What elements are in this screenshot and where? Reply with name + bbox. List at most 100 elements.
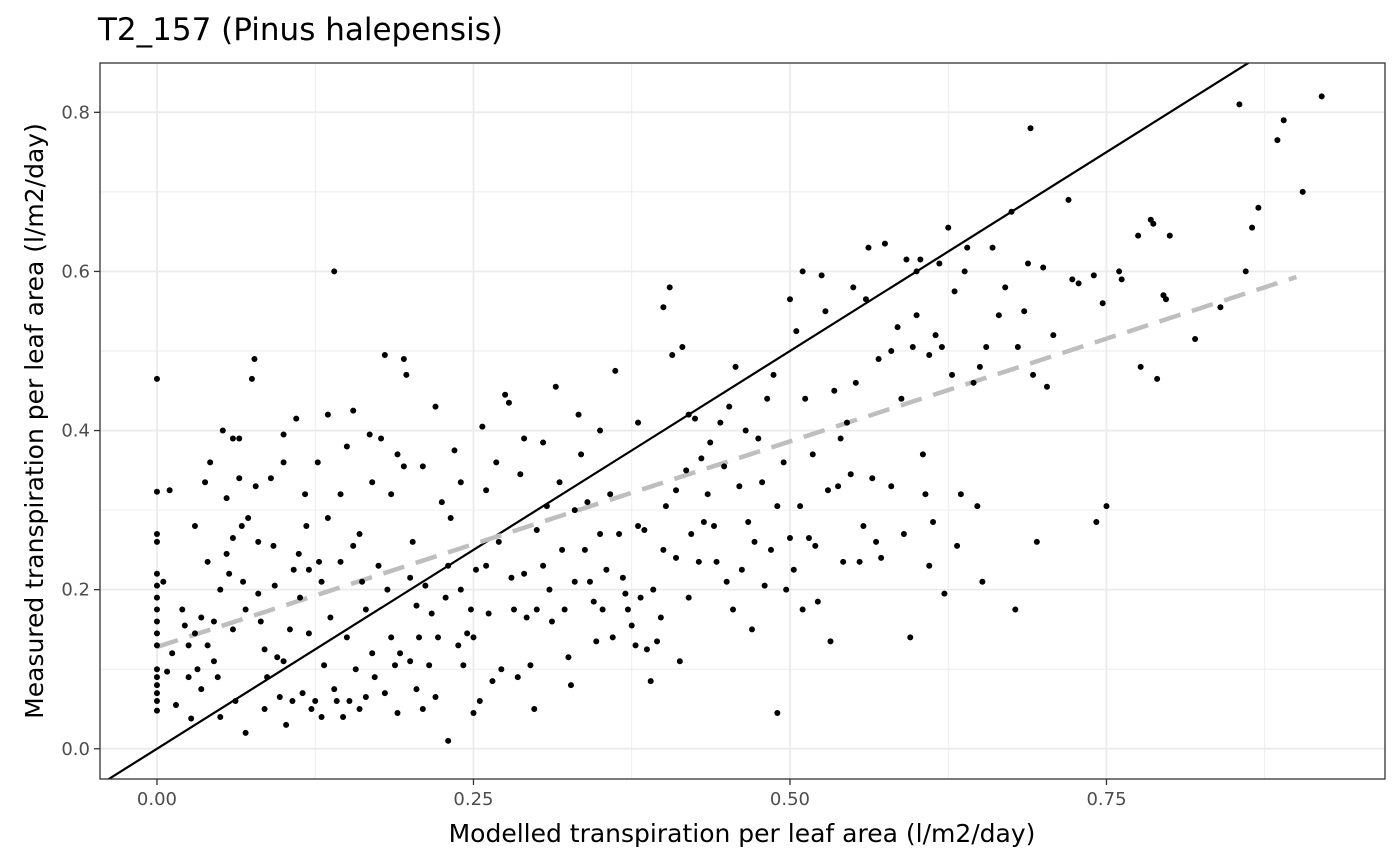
y-tick-label: 0.8 <box>61 102 90 123</box>
data-point <box>949 371 956 378</box>
data-point <box>1090 272 1097 279</box>
data-point <box>622 590 629 597</box>
data-point <box>767 546 774 553</box>
data-point <box>599 606 606 613</box>
data-point <box>1030 371 1037 378</box>
data-point <box>343 443 350 450</box>
data-point <box>153 630 160 637</box>
data-point <box>160 578 167 585</box>
data-point <box>571 578 578 585</box>
data-point <box>643 646 650 653</box>
data-point <box>432 403 439 410</box>
data-point <box>616 530 623 537</box>
data-point <box>153 690 160 697</box>
data-point <box>166 487 173 494</box>
data-point <box>1075 280 1082 287</box>
data-point <box>375 562 382 569</box>
data-point <box>764 395 771 402</box>
data-point <box>559 546 566 553</box>
x-tick-label: 0.00 <box>137 789 177 810</box>
data-point <box>217 586 224 593</box>
data-point <box>489 678 496 685</box>
data-point <box>356 705 363 712</box>
data-point <box>479 423 486 430</box>
data-point <box>565 654 572 661</box>
data-point <box>954 542 961 549</box>
data-point <box>327 614 334 621</box>
data-point <box>688 530 695 537</box>
data-point <box>814 598 821 605</box>
data-point <box>900 530 907 537</box>
data-point <box>903 256 910 263</box>
data-point <box>533 606 540 613</box>
data-point <box>476 698 483 705</box>
data-point <box>426 662 433 669</box>
data-point <box>505 399 512 406</box>
data-point <box>707 439 714 446</box>
data-point <box>464 630 471 637</box>
y-tick-label: 0.4 <box>61 421 90 442</box>
data-point <box>856 558 863 565</box>
data-point <box>822 308 829 315</box>
data-point <box>1021 308 1028 315</box>
data-point <box>695 558 702 565</box>
data-point <box>628 622 635 629</box>
data-point <box>210 658 217 665</box>
data-point <box>179 606 186 613</box>
data-point <box>1008 208 1015 215</box>
data-point <box>783 586 790 593</box>
x-tick-label: 0.50 <box>770 789 810 810</box>
data-point <box>185 642 192 649</box>
data-point <box>759 479 766 486</box>
data-point <box>333 698 340 705</box>
data-point <box>888 347 895 354</box>
data-point <box>619 574 626 581</box>
data-point <box>609 634 616 641</box>
data-point <box>1299 188 1306 195</box>
data-point <box>153 618 160 625</box>
data-point <box>521 570 528 577</box>
data-point <box>786 534 793 541</box>
data-point <box>624 606 631 613</box>
data-point <box>1043 383 1050 390</box>
data-point <box>930 519 937 526</box>
data-point <box>400 355 407 362</box>
data-point <box>255 590 262 597</box>
data-point <box>812 542 819 549</box>
data-point <box>961 268 968 275</box>
data-point <box>941 590 948 597</box>
data-point <box>1118 276 1125 283</box>
data-point <box>1065 196 1072 203</box>
data-point <box>865 244 872 251</box>
data-point <box>343 634 350 641</box>
data-point <box>974 503 981 510</box>
data-point <box>761 582 768 589</box>
data-point <box>546 586 553 593</box>
data-point <box>485 610 492 617</box>
data-point <box>498 666 505 673</box>
data-point <box>721 463 728 470</box>
data-point <box>346 698 353 705</box>
data-point <box>223 550 230 557</box>
data-point <box>470 634 477 641</box>
data-point <box>726 403 733 410</box>
data-point <box>229 626 236 633</box>
data-point <box>964 244 971 251</box>
data-point <box>356 530 363 537</box>
data-point <box>641 526 648 533</box>
data-point <box>809 451 816 458</box>
data-point <box>188 715 195 722</box>
data-point <box>1093 519 1100 526</box>
data-point <box>774 709 781 716</box>
data-point <box>669 351 676 358</box>
data-point <box>881 240 888 247</box>
data-point <box>657 614 664 621</box>
data-point <box>755 435 762 442</box>
data-point <box>531 705 538 712</box>
data-point <box>1318 93 1325 100</box>
data-point <box>926 351 933 358</box>
data-point <box>852 379 859 386</box>
data-point <box>413 602 420 609</box>
data-point <box>312 698 319 705</box>
